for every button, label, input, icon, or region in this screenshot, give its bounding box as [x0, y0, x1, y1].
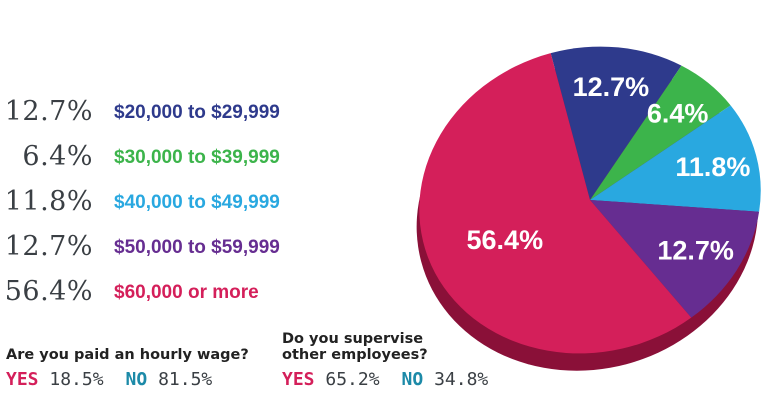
slice-label: 12.7%: [573, 72, 650, 102]
legend-value: 12.7%: [4, 96, 93, 127]
yes-value: 65.2%: [325, 369, 380, 390]
legend-item: 12.7% $50,000 to $59,999: [0, 229, 330, 269]
legend-value: 11.8%: [4, 186, 93, 217]
no-value: 81.5%: [158, 369, 213, 390]
legend-label: $50,000 to $59,999: [114, 237, 280, 258]
pie-slice: [590, 200, 760, 318]
legend-label: $60,000 or more: [114, 282, 259, 303]
legend-value: 12.7%: [4, 231, 93, 262]
hourly-wage-question: Are you paid an hourly wage? YES 18.5% NO…: [6, 347, 249, 390]
legend-label: $40,000 to $49,999: [114, 192, 280, 213]
supervise-question: Do you supervise other employees? YES 65…: [282, 331, 488, 390]
pie-slice: [550, 46, 682, 200]
slice-label: 56.4%: [467, 225, 544, 255]
answers: YES 65.2% NO 34.8%: [282, 369, 488, 390]
question-text: Do you supervise other employees?: [282, 331, 428, 363]
question-text: Are you paid an hourly wage?: [6, 347, 249, 363]
no-label: NO: [125, 369, 148, 390]
legend-item: 12.7% $20,000 to $29,999: [0, 94, 330, 134]
slice-label: 11.8%: [675, 152, 750, 182]
legend-item: 56.4% $60,000 or more: [0, 274, 330, 314]
pie-slice: [590, 105, 761, 212]
pie-slice: [419, 53, 692, 354]
legend-label: $20,000 to $29,999: [114, 102, 280, 123]
legend-label: $30,000 to $39,999: [114, 147, 280, 168]
legend-item: 11.8% $40,000 to $49,999: [0, 184, 330, 224]
yes-value: 18.5%: [49, 369, 104, 390]
yes-label: YES: [282, 369, 315, 390]
no-label: NO: [401, 369, 424, 390]
pie-group: [416, 46, 761, 371]
answers: YES 18.5% NO 81.5%: [6, 369, 249, 390]
slice-label: 6.4%: [647, 99, 709, 129]
slice-label: 12.7%: [657, 236, 734, 266]
pie-slice: [590, 65, 731, 200]
legend-value: 56.4%: [4, 276, 93, 307]
legend-value: 6.4%: [22, 141, 93, 172]
legend-item: 6.4% $30,000 to $39,999: [0, 139, 330, 179]
yes-label: YES: [6, 369, 39, 390]
no-value: 34.8%: [434, 369, 489, 390]
